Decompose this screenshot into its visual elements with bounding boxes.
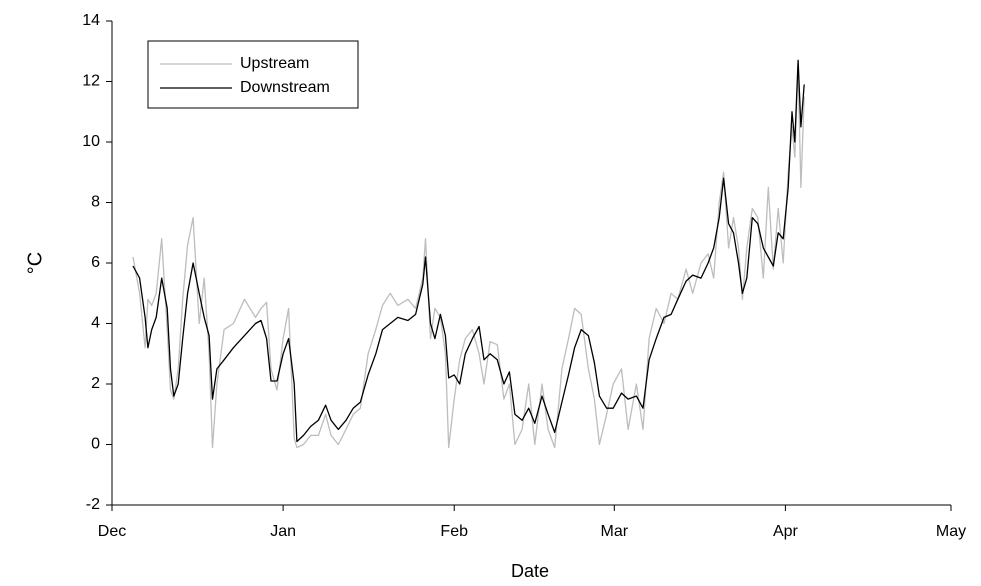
y-tick-label: 0 (91, 436, 100, 453)
y-tick-label: 12 (82, 73, 100, 90)
x-tick-label: May (936, 523, 966, 540)
x-tick-label: Jan (270, 523, 296, 540)
series-line (132, 59, 805, 443)
x-axis-label: Date (511, 561, 549, 581)
legend-label: Upstream (240, 55, 309, 72)
legend-label: Downstream (240, 79, 330, 96)
series-line (132, 65, 805, 449)
x-tick-label: Feb (440, 523, 468, 540)
y-tick-label: 4 (91, 315, 100, 332)
x-tick-label: Dec (98, 523, 126, 540)
y-axis-label: °C (24, 252, 46, 274)
y-tick-label: -2 (86, 496, 100, 513)
y-tick-label: 10 (82, 133, 100, 150)
y-tick-label: 2 (91, 375, 100, 392)
x-tick-label: Apr (773, 523, 799, 540)
x-tick-label: Mar (601, 523, 629, 540)
y-tick-label: 6 (91, 254, 100, 271)
y-tick-label: 14 (82, 12, 100, 29)
y-tick-label: 8 (91, 194, 100, 211)
legend-box (147, 40, 359, 109)
